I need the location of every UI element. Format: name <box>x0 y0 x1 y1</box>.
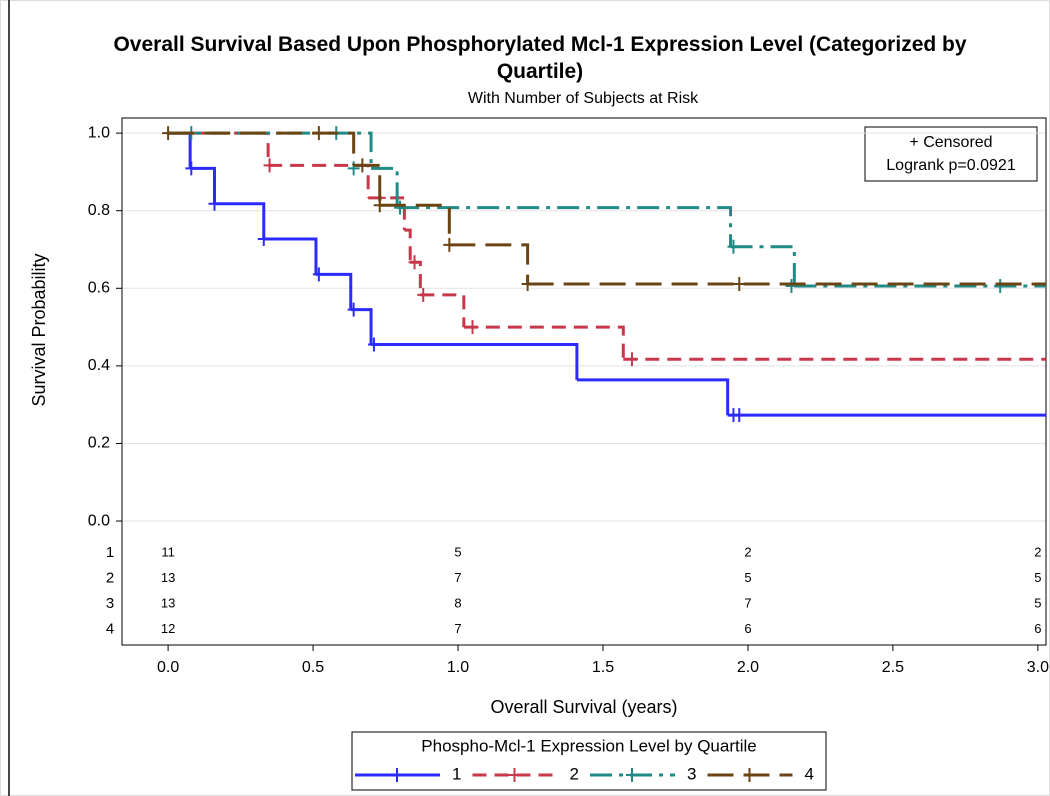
at-risk-count: 5 <box>1034 570 1041 585</box>
at-risk-count: 7 <box>454 570 461 585</box>
legend-label: 2 <box>570 764 579 783</box>
step-segment <box>168 131 356 166</box>
step-segment <box>576 378 730 416</box>
censor-mark <box>312 126 325 141</box>
step-segment <box>368 196 406 231</box>
y-axis-label: Survival Probability <box>29 253 49 406</box>
legend-box <box>351 731 827 791</box>
censor-mark <box>417 287 430 302</box>
step-segment <box>730 245 796 286</box>
censor-mark <box>208 196 221 211</box>
censor-mark <box>733 277 746 292</box>
censor-mark <box>466 320 479 335</box>
at-risk-count: 7 <box>744 595 751 610</box>
x-tick-label: 0.0 <box>157 659 179 676</box>
y-tick-label: 1.0 <box>88 124 110 141</box>
censor-mark <box>625 352 638 367</box>
censor-mark <box>408 255 421 270</box>
at-risk-count: 11 <box>161 544 175 559</box>
y-tick-label: 0.4 <box>88 357 110 374</box>
at-risk-count: 2 <box>1034 544 1041 559</box>
at-risk-count: 5 <box>744 570 751 585</box>
censor-mark <box>312 267 325 282</box>
x-tick-label: 3.0 <box>1027 659 1049 676</box>
at-risk-count: 7 <box>454 621 461 636</box>
at-risk-count: 6 <box>744 621 751 636</box>
step-segment <box>315 272 353 310</box>
x-tick-label: 1.5 <box>592 659 614 676</box>
legend-label: 1 <box>452 764 461 783</box>
censor-mark <box>994 278 1007 293</box>
legend-label: 3 <box>687 764 696 783</box>
at-risk-count: 5 <box>454 544 461 559</box>
step-segment <box>168 131 192 169</box>
censor-mark <box>727 239 740 254</box>
step-segment <box>371 166 399 208</box>
at-risk-count: 12 <box>161 621 175 636</box>
censor-mark <box>521 277 534 292</box>
step-segment <box>168 131 373 169</box>
x-tick-label: 0.5 <box>302 659 324 676</box>
x-tick-label: 1.0 <box>447 659 469 676</box>
censor-mark <box>347 161 360 176</box>
censor-mark <box>367 337 380 352</box>
x-tick-label: 2.0 <box>737 659 759 676</box>
censor-mark <box>263 158 276 173</box>
legend-label: 4 <box>805 764 814 783</box>
censor-mark <box>785 278 798 293</box>
step-segment <box>420 293 466 328</box>
legend-censor <box>743 768 756 782</box>
censor-mark <box>394 200 407 215</box>
series <box>162 126 1046 292</box>
censor-mark <box>373 198 386 213</box>
y-tick-label: 0.0 <box>88 512 110 529</box>
step-segment <box>379 203 451 245</box>
step-segment <box>404 228 412 263</box>
censor-mark <box>347 302 360 317</box>
plot-frame <box>121 117 1047 646</box>
at-risk-count: 8 <box>454 595 461 610</box>
at-risk-count: 2 <box>744 544 751 559</box>
step-segment <box>168 131 270 166</box>
at-risk-count: 6 <box>1034 621 1041 636</box>
y-tick-label: 0.8 <box>88 202 110 219</box>
censor-mark <box>356 158 369 173</box>
censor-mark <box>443 237 456 252</box>
censor-mark <box>162 126 175 141</box>
step-segment <box>263 237 318 275</box>
at-risk-row-label: 3 <box>106 595 114 612</box>
at-risk-row-label: 2 <box>106 569 114 586</box>
step-segment <box>190 166 216 204</box>
legend-censor <box>626 768 638 782</box>
step-segment <box>449 243 530 285</box>
censor-mark <box>257 232 270 247</box>
step-segment <box>371 343 579 380</box>
inset-text: Logrank p=0.0921 <box>886 157 1016 174</box>
inset-box <box>864 126 1038 182</box>
legend-censor <box>508 768 521 782</box>
censor-mark <box>185 161 198 176</box>
at-risk-row-label: 1 <box>106 544 114 561</box>
inset-text: + Censored <box>909 134 992 151</box>
chart-subtitle: With Number of Subjects at Risk <box>468 90 699 107</box>
legend-censor <box>391 768 403 782</box>
y-tick-label: 0.2 <box>88 435 110 452</box>
at-risk-count: 5 <box>1034 595 1041 610</box>
chart-title: Overall Survival Based Upon Phosphorylat… <box>113 33 966 83</box>
at-risk-row-label: 4 <box>106 620 114 637</box>
y-tick-label: 0.6 <box>88 280 110 297</box>
step-segment <box>463 325 625 360</box>
legend-title: Phospho-Mcl-1 Expression Level by Quarti… <box>421 736 756 755</box>
step-segment <box>214 202 266 240</box>
at-risk-count: 13 <box>161 595 175 610</box>
x-axis-label: Overall Survival (years) <box>490 697 677 717</box>
step-segment <box>397 206 733 247</box>
at-risk-count: 13 <box>161 570 175 585</box>
censor-mark <box>733 408 746 423</box>
x-tick-label: 2.5 <box>882 659 904 676</box>
